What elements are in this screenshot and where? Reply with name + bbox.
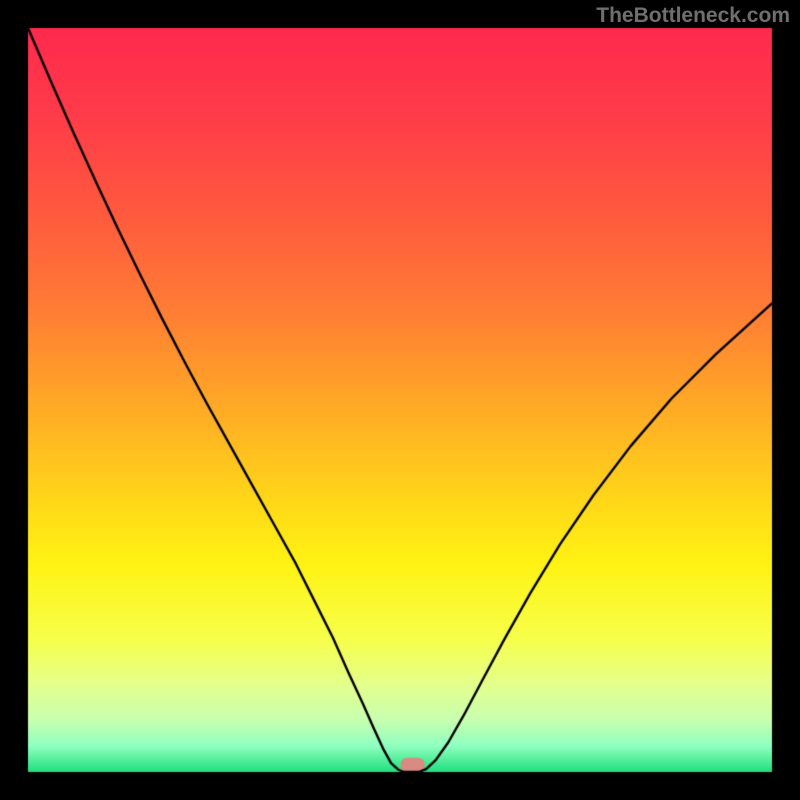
chart-container: TheBottleneck.com [0, 0, 800, 800]
bottleneck-curve-chart [0, 0, 800, 800]
